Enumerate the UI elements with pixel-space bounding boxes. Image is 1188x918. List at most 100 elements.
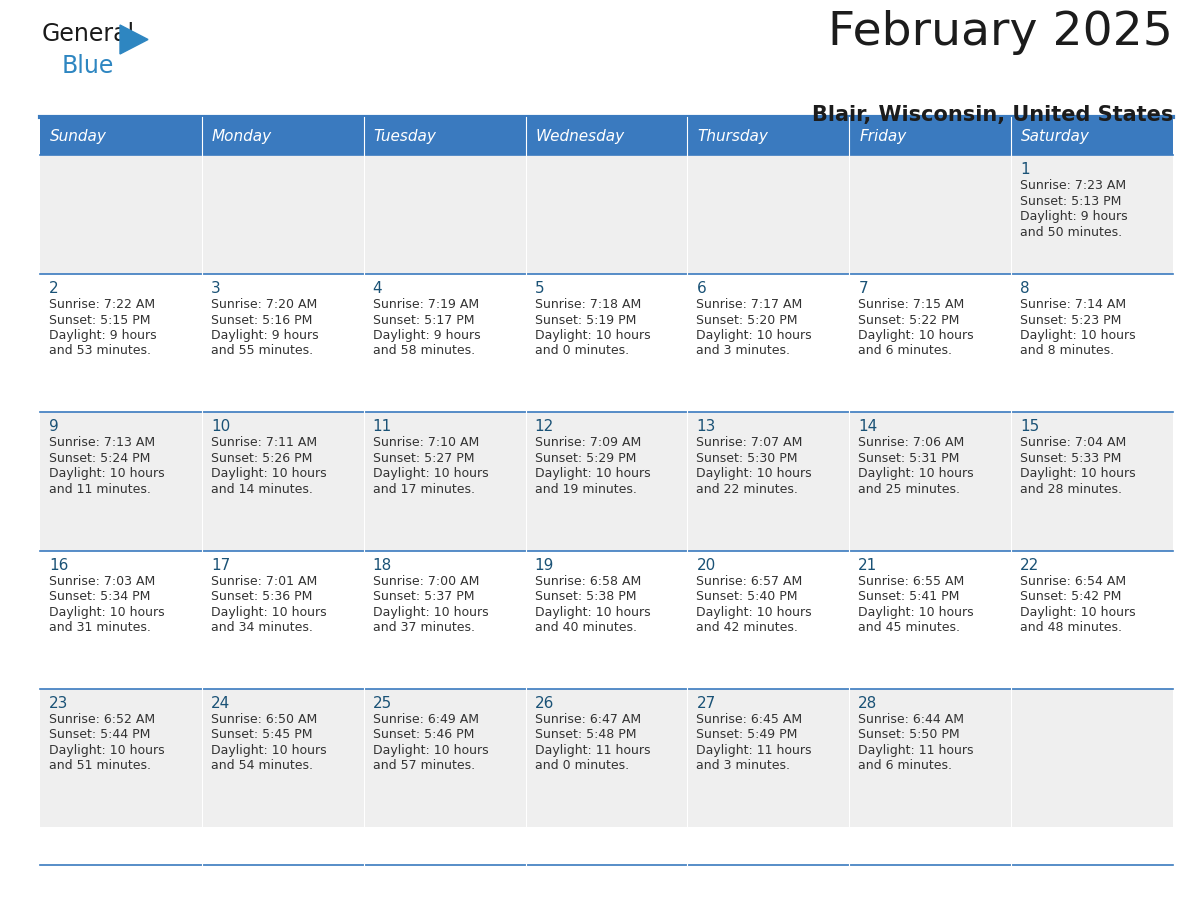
Text: Daylight: 10 hours: Daylight: 10 hours (210, 467, 327, 480)
Text: and 19 minutes.: and 19 minutes. (535, 483, 637, 496)
Text: and 57 minutes.: and 57 minutes. (373, 759, 475, 772)
Text: Daylight: 10 hours: Daylight: 10 hours (858, 467, 974, 480)
Text: Sunrise: 6:49 AM: Sunrise: 6:49 AM (373, 712, 479, 726)
Text: Wednesday: Wednesday (536, 129, 625, 143)
Text: 23: 23 (49, 696, 69, 711)
Bar (40, 274, 1173, 412)
Text: Sunset: 5:30 PM: Sunset: 5:30 PM (696, 452, 798, 465)
Bar (202, 117, 364, 155)
Text: Sunrise: 7:18 AM: Sunrise: 7:18 AM (535, 298, 640, 311)
Text: and 8 minutes.: and 8 minutes. (1020, 344, 1114, 357)
Text: Sunset: 5:15 PM: Sunset: 5:15 PM (49, 314, 151, 327)
Text: and 34 minutes.: and 34 minutes. (210, 621, 312, 634)
Text: 19: 19 (535, 557, 554, 573)
Text: Daylight: 10 hours: Daylight: 10 hours (696, 467, 813, 480)
Text: and 54 minutes.: and 54 minutes. (210, 759, 312, 772)
Text: Sunset: 5:23 PM: Sunset: 5:23 PM (1020, 314, 1121, 327)
Text: 21: 21 (858, 557, 878, 573)
Text: Daylight: 11 hours: Daylight: 11 hours (535, 744, 650, 756)
Text: Sunrise: 6:47 AM: Sunrise: 6:47 AM (535, 712, 640, 726)
Text: and 25 minutes.: and 25 minutes. (858, 483, 960, 496)
Text: Sunrise: 7:09 AM: Sunrise: 7:09 AM (535, 436, 640, 449)
Text: 24: 24 (210, 696, 230, 711)
Text: Sunrise: 7:17 AM: Sunrise: 7:17 AM (696, 298, 803, 311)
Text: Sunset: 5:27 PM: Sunset: 5:27 PM (373, 452, 474, 465)
Text: 15: 15 (1020, 420, 1040, 434)
Text: Sunset: 5:20 PM: Sunset: 5:20 PM (696, 314, 798, 327)
Text: Blue: Blue (62, 54, 114, 78)
Text: Daylight: 9 hours: Daylight: 9 hours (210, 329, 318, 342)
Text: 11: 11 (373, 420, 392, 434)
Text: Monday: Monday (211, 129, 272, 143)
Text: and 51 minutes.: and 51 minutes. (49, 759, 151, 772)
Bar (525, 117, 688, 155)
Text: Sunset: 5:19 PM: Sunset: 5:19 PM (535, 314, 636, 327)
Text: Daylight: 10 hours: Daylight: 10 hours (373, 467, 488, 480)
Text: 16: 16 (49, 557, 69, 573)
Text: Daylight: 11 hours: Daylight: 11 hours (696, 744, 811, 756)
Bar (40, 155, 1173, 274)
Text: Sunset: 5:46 PM: Sunset: 5:46 PM (373, 728, 474, 741)
Text: Daylight: 10 hours: Daylight: 10 hours (858, 329, 974, 342)
Text: Daylight: 10 hours: Daylight: 10 hours (210, 606, 327, 619)
Text: Sunrise: 7:01 AM: Sunrise: 7:01 AM (210, 575, 317, 588)
Text: and 58 minutes.: and 58 minutes. (373, 344, 475, 357)
Text: Daylight: 10 hours: Daylight: 10 hours (210, 744, 327, 756)
Text: Sunrise: 7:10 AM: Sunrise: 7:10 AM (373, 436, 479, 449)
Text: and 50 minutes.: and 50 minutes. (1020, 226, 1123, 239)
Text: and 6 minutes.: and 6 minutes. (858, 344, 953, 357)
Text: Sunset: 5:38 PM: Sunset: 5:38 PM (535, 590, 636, 603)
Text: Sunset: 5:40 PM: Sunset: 5:40 PM (696, 590, 798, 603)
Text: 25: 25 (373, 696, 392, 711)
Text: Sunrise: 7:04 AM: Sunrise: 7:04 AM (1020, 436, 1126, 449)
Text: and 14 minutes.: and 14 minutes. (210, 483, 312, 496)
Text: and 40 minutes.: and 40 minutes. (535, 621, 637, 634)
Text: and 0 minutes.: and 0 minutes. (535, 344, 628, 357)
Text: Sunrise: 7:03 AM: Sunrise: 7:03 AM (49, 575, 156, 588)
Text: Sunset: 5:37 PM: Sunset: 5:37 PM (373, 590, 474, 603)
Text: Daylight: 10 hours: Daylight: 10 hours (1020, 329, 1136, 342)
Text: Blair, Wisconsin, United States: Blair, Wisconsin, United States (811, 105, 1173, 125)
Text: Sunset: 5:44 PM: Sunset: 5:44 PM (49, 728, 151, 741)
Text: Daylight: 10 hours: Daylight: 10 hours (696, 606, 813, 619)
Text: 14: 14 (858, 420, 878, 434)
Text: Tuesday: Tuesday (374, 129, 436, 143)
Text: Daylight: 10 hours: Daylight: 10 hours (49, 744, 165, 756)
Text: and 48 minutes.: and 48 minutes. (1020, 621, 1123, 634)
Text: Sunset: 5:41 PM: Sunset: 5:41 PM (858, 590, 960, 603)
Text: and 53 minutes.: and 53 minutes. (49, 344, 151, 357)
Text: Sunset: 5:49 PM: Sunset: 5:49 PM (696, 728, 798, 741)
Text: and 3 minutes.: and 3 minutes. (696, 759, 790, 772)
Text: Sunrise: 7:15 AM: Sunrise: 7:15 AM (858, 298, 965, 311)
Text: Sunrise: 7:20 AM: Sunrise: 7:20 AM (210, 298, 317, 311)
Text: Daylight: 10 hours: Daylight: 10 hours (49, 467, 165, 480)
Text: and 17 minutes.: and 17 minutes. (373, 483, 475, 496)
Text: 28: 28 (858, 696, 878, 711)
Text: 5: 5 (535, 281, 544, 296)
Text: Daylight: 10 hours: Daylight: 10 hours (696, 329, 813, 342)
Text: Sunrise: 6:58 AM: Sunrise: 6:58 AM (535, 575, 640, 588)
Text: 9: 9 (49, 420, 58, 434)
Bar (40, 688, 1173, 827)
Text: and 6 minutes.: and 6 minutes. (858, 759, 953, 772)
Text: General: General (42, 22, 135, 46)
Text: Sunrise: 7:19 AM: Sunrise: 7:19 AM (373, 298, 479, 311)
Text: 18: 18 (373, 557, 392, 573)
Text: Sunset: 5:26 PM: Sunset: 5:26 PM (210, 452, 312, 465)
Text: Sunset: 5:42 PM: Sunset: 5:42 PM (1020, 590, 1121, 603)
Text: Sunrise: 6:45 AM: Sunrise: 6:45 AM (696, 712, 803, 726)
Text: 3: 3 (210, 281, 221, 296)
Text: Daylight: 9 hours: Daylight: 9 hours (1020, 210, 1127, 223)
Text: Sunrise: 6:50 AM: Sunrise: 6:50 AM (210, 712, 317, 726)
Text: and 42 minutes.: and 42 minutes. (696, 621, 798, 634)
Text: Daylight: 10 hours: Daylight: 10 hours (373, 606, 488, 619)
Text: 13: 13 (696, 420, 716, 434)
Text: February 2025: February 2025 (828, 10, 1173, 55)
Text: and 22 minutes.: and 22 minutes. (696, 483, 798, 496)
Text: Sunrise: 7:23 AM: Sunrise: 7:23 AM (1020, 179, 1126, 192)
Text: Daylight: 10 hours: Daylight: 10 hours (858, 606, 974, 619)
Text: Sunset: 5:24 PM: Sunset: 5:24 PM (49, 452, 151, 465)
Text: 8: 8 (1020, 281, 1030, 296)
Text: Sunset: 5:34 PM: Sunset: 5:34 PM (49, 590, 151, 603)
Text: Sunset: 5:45 PM: Sunset: 5:45 PM (210, 728, 312, 741)
